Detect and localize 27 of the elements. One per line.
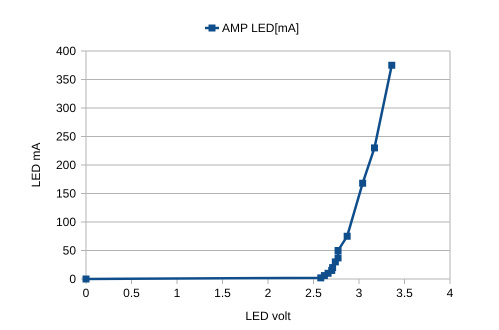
x-tick-label: 0.5 bbox=[123, 286, 140, 300]
y-tick-label: 400 bbox=[56, 44, 76, 58]
y-tick-label: 200 bbox=[56, 158, 76, 172]
point bbox=[334, 247, 342, 254]
y-tick-label: 300 bbox=[56, 101, 76, 115]
x-axis-title: LED volt bbox=[245, 309, 292, 323]
point bbox=[388, 62, 396, 69]
x-tick-label: 0 bbox=[82, 286, 90, 300]
y-tick-label: 350 bbox=[56, 72, 76, 86]
y-tick-label: 150 bbox=[56, 186, 76, 200]
x-tick-label: 1 bbox=[174, 286, 181, 300]
x-tick-label: 3.5 bbox=[396, 286, 414, 300]
y-axis-title: LED mA bbox=[29, 142, 43, 188]
point bbox=[370, 144, 378, 152]
y-tick-label: 0 bbox=[69, 272, 76, 286]
legend-label: AMP LED[mA] bbox=[222, 21, 300, 35]
y-tick-label: 250 bbox=[56, 130, 76, 144]
x-tick-label: 3 bbox=[356, 286, 363, 300]
x-tick-label: 2.5 bbox=[305, 286, 322, 300]
x-tick-label: 4 bbox=[446, 286, 454, 300]
x-tick-label: 1.5 bbox=[214, 286, 232, 300]
y-tick-label: 50 bbox=[62, 244, 76, 258]
point bbox=[344, 232, 351, 240]
x-tick-label: 2 bbox=[264, 286, 272, 300]
point bbox=[334, 254, 342, 262]
point bbox=[359, 180, 366, 187]
y-tick-label: 100 bbox=[56, 215, 76, 229]
